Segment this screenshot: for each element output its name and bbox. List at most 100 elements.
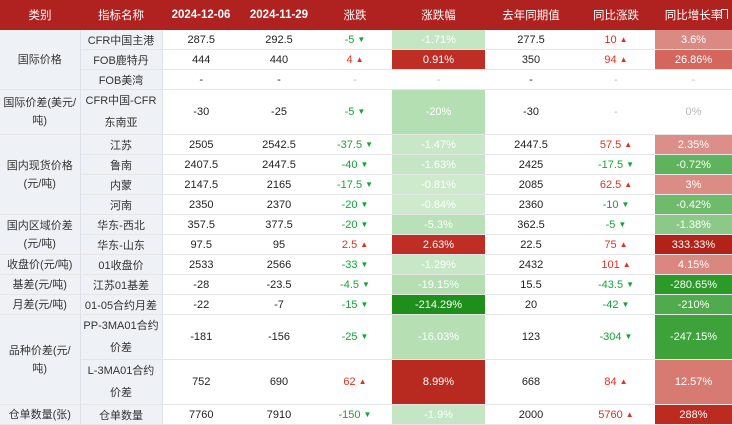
change-value-text: 2.5 bbox=[341, 238, 358, 251]
category-cell: 收盘价(元/吨) bbox=[0, 254, 81, 275]
change-value: 4 ▲ bbox=[318, 49, 392, 70]
last-year-value-text: 350 bbox=[521, 53, 541, 66]
change-value: -5 ▼ bbox=[318, 30, 392, 50]
triangle-down-icon: ▼ bbox=[362, 279, 370, 289]
change-pct: -5.3% bbox=[392, 214, 485, 235]
header-date-current[interactable]: 2024-12-06 bbox=[162, 0, 240, 30]
last-year-value: 20 bbox=[485, 294, 577, 315]
last-year-value: 123 bbox=[485, 314, 577, 360]
header-yoy-change[interactable]: 同比涨跌 bbox=[577, 0, 655, 30]
header-change[interactable]: 涨跌 bbox=[318, 0, 392, 30]
indicator-name-text: FOB美湾 bbox=[98, 74, 144, 87]
current-value-text: 2505 bbox=[189, 138, 214, 151]
change-pct-text: -214.29% bbox=[414, 298, 463, 311]
last-year-value-text: 2425 bbox=[518, 158, 544, 171]
table-row: FOB美湾 - - - - - - - bbox=[0, 69, 732, 90]
yoy-change: -17.5 ▼ bbox=[577, 154, 655, 175]
yoy-pct-text: -210% bbox=[677, 298, 710, 311]
yoy-change-text: 75 bbox=[604, 238, 617, 251]
yoy-pct: 288% bbox=[655, 404, 732, 425]
yoy-change: -5 ▼ bbox=[577, 214, 655, 235]
last-year-value-text: 2000 bbox=[518, 408, 544, 421]
yoy-pct: -280.65% bbox=[655, 274, 732, 295]
table-row: 品种价差(元/吨) PP-3MA01合约价差 -181 -156 -25 ▼ -16.03%… bbox=[0, 314, 732, 405]
indicator-name-text: 仓单数量 bbox=[99, 409, 143, 422]
change-pct-text: -1.71% bbox=[421, 33, 456, 46]
current-value-text: 7760 bbox=[189, 408, 214, 421]
header-yoy-pct-label: 同比增长率 bbox=[664, 10, 723, 22]
current-value: 2350 bbox=[162, 194, 240, 215]
indicator-name: CFR中国-CFR东南亚 bbox=[80, 89, 163, 135]
last-year-value: 2000 bbox=[485, 404, 577, 425]
change-value-text: 62 bbox=[343, 376, 356, 388]
yoy-change: 5760 ▲ bbox=[577, 404, 655, 425]
last-year-value-text: 2432 bbox=[518, 258, 544, 271]
last-year-value-text: 20 bbox=[524, 298, 538, 311]
previous-value: -7 bbox=[240, 294, 318, 315]
indicator-name-text: FOB鹿特丹 bbox=[93, 54, 149, 67]
change-pct-text: -16.03% bbox=[418, 331, 459, 343]
current-value-text: -22 bbox=[193, 298, 210, 311]
triangle-down-icon: ▼ bbox=[626, 279, 634, 289]
triangle-down-icon: ▼ bbox=[618, 219, 627, 229]
yoy-change-text: -10 bbox=[602, 198, 619, 211]
last-year-value: 15.5 bbox=[485, 274, 577, 295]
last-year-value-text: 123 bbox=[521, 331, 541, 343]
header-category[interactable]: 类别 bbox=[0, 0, 80, 30]
header-last-year[interactable]: 去年同期值 bbox=[485, 0, 577, 30]
current-value-text: 357.5 bbox=[187, 218, 216, 231]
previous-value-text: -156 bbox=[267, 331, 291, 343]
change-value-text: -15 bbox=[341, 298, 358, 311]
previous-value-text: 440 bbox=[269, 53, 289, 66]
indicator-name: 江苏01基差 bbox=[80, 274, 163, 295]
change-value: -33 ▼ bbox=[318, 254, 392, 275]
yoy-pct: 333.33% bbox=[655, 234, 732, 255]
change-pct-text: -20% bbox=[425, 106, 452, 118]
triangle-down-icon: ▼ bbox=[365, 179, 373, 189]
header-change-pct[interactable]: 涨跌幅 bbox=[392, 0, 485, 30]
change-value-text: -150 bbox=[338, 408, 361, 421]
current-value: -30 bbox=[162, 89, 240, 135]
current-value: 357.5 bbox=[162, 214, 240, 235]
last-year-value: 2425 bbox=[485, 154, 577, 175]
last-year-value: -30 bbox=[485, 89, 577, 135]
header-indicator[interactable]: 指标名称 bbox=[80, 0, 162, 30]
change-value: -25 ▼ bbox=[318, 314, 392, 360]
header-date-previous[interactable]: 2024-11-29 bbox=[240, 0, 318, 30]
current-value: -28 bbox=[162, 274, 240, 295]
change-value-text: -5 bbox=[344, 106, 355, 118]
table-row: 国际价差(美元/吨) CFR中国-CFR东南亚 -30 -25 -5 ▼ -20% -30 - 0… bbox=[0, 89, 732, 135]
change-pct: 8.99% bbox=[392, 359, 485, 405]
triangle-down-icon: ▼ bbox=[357, 107, 366, 116]
change-value: -5 ▼ bbox=[318, 89, 392, 135]
header-yoy-pct[interactable]: 同比增长率 bbox=[655, 0, 732, 30]
yoy-change: 62.5 ▲ bbox=[577, 174, 655, 195]
flag-icon[interactable] bbox=[721, 9, 728, 19]
indicator-name: FOB鹿特丹 bbox=[80, 49, 163, 70]
last-year-value-text: 15.5 bbox=[520, 278, 542, 291]
current-value-text: 444 bbox=[192, 53, 211, 66]
previous-value-text: 2542.5 bbox=[262, 138, 296, 151]
change-pct: 0.91% bbox=[392, 49, 485, 70]
triangle-down-icon: ▼ bbox=[360, 219, 369, 229]
change-pct-text: -0.81% bbox=[421, 178, 456, 191]
current-value-text: -30 bbox=[193, 106, 210, 118]
previous-value: -25 bbox=[240, 89, 318, 135]
yoy-change: 57.5 ▲ bbox=[577, 134, 655, 155]
category-cell: 基差(元/吨) bbox=[0, 274, 81, 295]
yoy-change: - bbox=[577, 69, 655, 90]
yoy-change-text: -304 bbox=[599, 331, 622, 343]
triangle-up-icon: ▲ bbox=[358, 377, 367, 386]
triangle-down-icon: ▼ bbox=[360, 332, 369, 341]
current-value: 2147.5 bbox=[162, 174, 240, 195]
yoy-pct-text: 0% bbox=[685, 106, 702, 118]
indicator-name-text: 华东-山东 bbox=[97, 239, 145, 252]
yoy-change: 75 ▲ bbox=[577, 234, 655, 255]
indicator-name-text: L-3MA01合约价差 bbox=[87, 365, 155, 399]
current-value: 752 bbox=[162, 359, 240, 405]
yoy-pct-text: -1.38% bbox=[676, 218, 711, 231]
triangle-up-icon: ▲ bbox=[622, 259, 631, 269]
change-value: -150 ▼ bbox=[318, 404, 392, 425]
yoy-change: 94 ▲ bbox=[577, 49, 655, 70]
